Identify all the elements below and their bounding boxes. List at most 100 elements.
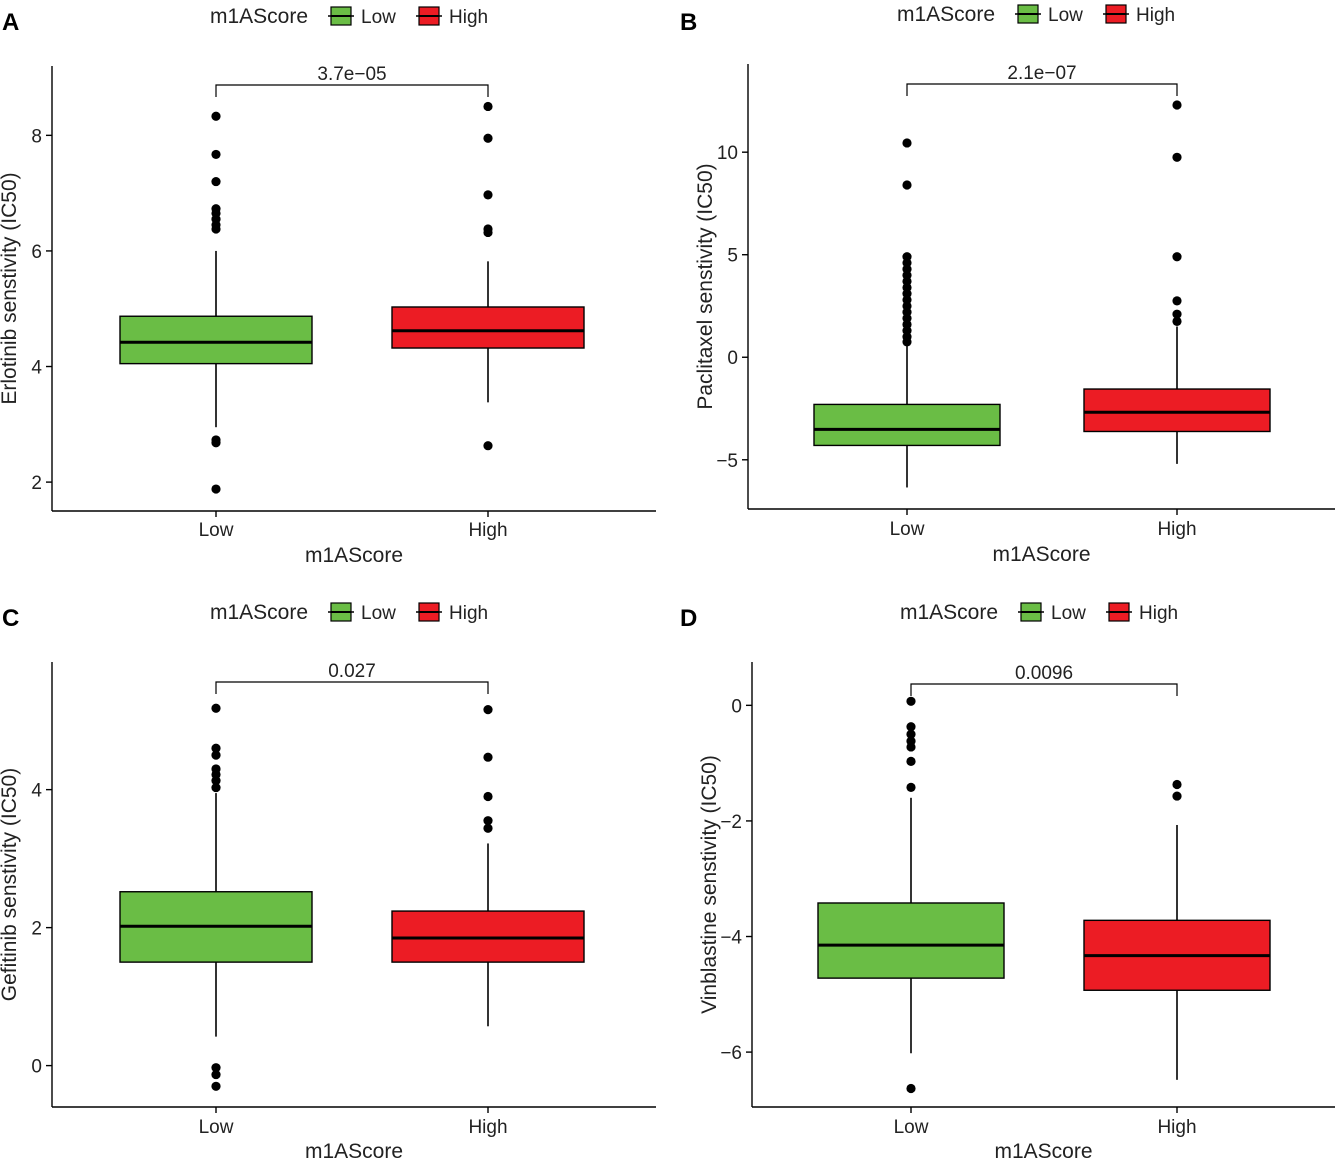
- outlier-point: [483, 101, 493, 112]
- significance-bracket: [910, 683, 1178, 696]
- outlier-point: [906, 722, 916, 732]
- outlier-point: [483, 190, 493, 200]
- legend-label-low: Low: [1048, 5, 1083, 26]
- box-high: [391, 705, 585, 1027]
- y-tick-label: 2: [31, 473, 42, 494]
- x-tick-label-low: Low: [199, 1117, 234, 1138]
- y-tick-label: −2: [720, 812, 742, 833]
- x-tick-label-low: Low: [890, 519, 925, 540]
- legend-key-high: [416, 6, 442, 26]
- legend: m1AScore Low High: [900, 601, 1178, 624]
- y-tick-label: 6: [31, 242, 42, 263]
- iqr-box: [1083, 388, 1271, 433]
- y-tick-label: −6: [720, 1043, 742, 1064]
- iqr-box: [119, 315, 313, 365]
- x-tick-label-high: High: [1157, 519, 1196, 540]
- outlier-point: [483, 816, 493, 826]
- outlier-point: [1172, 152, 1182, 162]
- y-tick-label: 10: [717, 143, 738, 164]
- outlier-point: [906, 742, 916, 752]
- legend-title: m1AScore: [210, 601, 308, 624]
- x-axis-title: m1AScore: [992, 543, 1090, 566]
- outlier-point: [211, 484, 221, 494]
- outlier-point: [483, 752, 493, 762]
- y-tick-label: −4: [720, 928, 742, 949]
- outlier-point: [211, 149, 221, 160]
- legend-key-low: [328, 602, 354, 622]
- y-tick-label: 4: [31, 358, 42, 379]
- outlier-point: [902, 337, 912, 347]
- legend: m1AScore Low High: [897, 3, 1175, 26]
- outlier-point: [211, 176, 221, 187]
- outlier-point: [211, 111, 221, 121]
- outlier-point: [483, 705, 493, 715]
- outlier-point: [906, 696, 916, 706]
- y-tick-label: 8: [31, 126, 42, 147]
- p-value-label: 0.027: [328, 661, 376, 682]
- x-tick-label-high: High: [468, 1117, 507, 1138]
- iqr-box: [391, 306, 585, 349]
- outlier-point: [1172, 100, 1182, 110]
- legend-label-low: Low: [1051, 603, 1086, 624]
- x-tick-label-low: Low: [199, 520, 234, 541]
- outlier-point: [483, 227, 493, 238]
- y-tick-label: 2: [31, 919, 42, 940]
- y-tick-label: 0: [731, 696, 742, 717]
- outlier-point: [906, 729, 916, 739]
- outlier-point: [906, 1083, 916, 1094]
- x-axis-title: m1AScore: [305, 1140, 403, 1160]
- y-axis-title: Gefitinib senstivity (IC50): [0, 768, 21, 1001]
- x-tick-label-low: Low: [894, 1117, 929, 1138]
- y-tick-label: −5: [716, 451, 738, 472]
- legend-key-low: [328, 6, 354, 26]
- outlier-point: [211, 224, 221, 234]
- outlier-point: [211, 782, 221, 793]
- outlier-point: [1172, 252, 1182, 262]
- outlier-point: [483, 823, 493, 833]
- legend-label-low: Low: [361, 7, 396, 28]
- outlier-point: [483, 791, 493, 802]
- legend-key-high: [1106, 602, 1132, 622]
- outlier-point: [1172, 309, 1182, 319]
- outlier-point: [483, 133, 493, 143]
- x-tick-label-high: High: [468, 520, 507, 541]
- panel-letter: C: [2, 605, 19, 632]
- x-axis-title: m1AScore: [994, 1140, 1092, 1160]
- legend-title: m1AScore: [900, 601, 998, 624]
- outlier-point: [902, 180, 912, 190]
- legend-key-high: [1103, 4, 1129, 24]
- y-tick-label: 4: [31, 781, 42, 802]
- box-high: [1083, 100, 1271, 464]
- legend-key-low: [1015, 4, 1041, 24]
- box-high: [391, 101, 585, 451]
- box-high: [1083, 779, 1271, 1080]
- p-value-label: 3.7e−05: [317, 64, 386, 85]
- legend-label-high: High: [449, 7, 488, 28]
- legend-title: m1AScore: [210, 5, 308, 28]
- x-tick-label-high: High: [1157, 1117, 1196, 1138]
- legend-label-high: High: [1139, 603, 1178, 624]
- p-value-label: 2.1e−07: [1007, 63, 1076, 84]
- legend: m1AScore Low High: [210, 5, 488, 28]
- y-tick-label: 0: [727, 348, 738, 369]
- p-value-label: 0.0096: [1015, 663, 1073, 684]
- significance-bracket: [215, 84, 489, 97]
- outlier-point: [906, 756, 916, 767]
- significance-bracket: [215, 681, 489, 694]
- legend-label-low: Low: [361, 603, 396, 624]
- outlier-point: [211, 703, 221, 713]
- outlier-point: [1172, 791, 1182, 801]
- y-tick-label: 5: [727, 246, 738, 267]
- y-axis-title: Vinblastine senstivity (IC50): [698, 755, 721, 1014]
- legend-title: m1AScore: [897, 3, 995, 26]
- legend-label-high: High: [1136, 5, 1175, 26]
- panel-letter: D: [680, 605, 697, 632]
- legend-key-high: [416, 602, 442, 622]
- outlier-point: [211, 1069, 221, 1080]
- y-axis-title: Paclitaxel senstivity (IC50): [694, 163, 717, 409]
